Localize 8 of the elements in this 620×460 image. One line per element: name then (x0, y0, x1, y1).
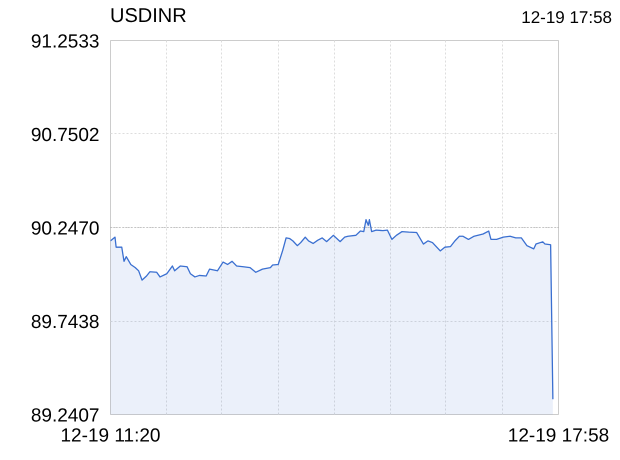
y-tick-label: 89.2407 (30, 406, 100, 426)
y-tick-label: 91.2533 (30, 32, 100, 52)
y-tick-label: 90.7502 (30, 124, 100, 146)
chart-title: USDINR (110, 4, 187, 29)
x-tick-label: 12-19 11:20 (60, 426, 161, 446)
y-tick-label: 89.7438 (30, 312, 100, 334)
y-tick-label: 90.2470 (30, 218, 100, 240)
text: 12-19 17:58 (521, 7, 612, 30)
